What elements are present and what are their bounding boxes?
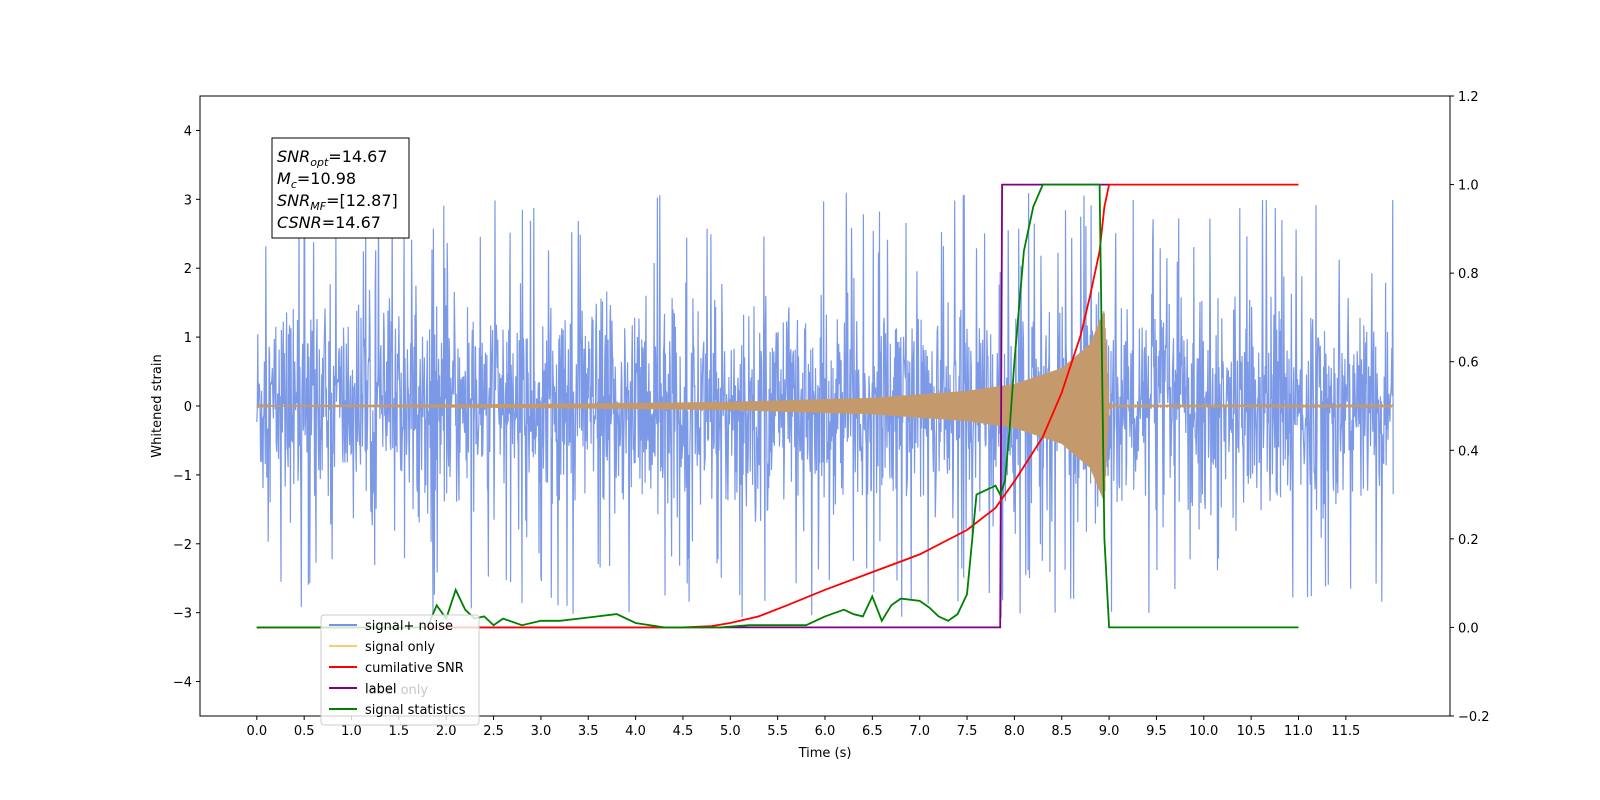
series-layer: [256, 183, 1394, 629]
legend-label: signal+ noise: [365, 619, 453, 634]
y-tick-label: −4: [173, 676, 192, 691]
y-tick-label: −2: [173, 538, 192, 553]
annotation-box: SNRopt=14.67Mc=10.98SNRMF=[12.87]CSNR=14…: [271, 137, 410, 239]
y-tick-label: −3: [173, 607, 192, 622]
y-axis-label: Whitened strain: [150, 354, 165, 457]
x-tick-label: 5.5: [767, 724, 788, 739]
annotation-line: SNRMF=[12.87]: [277, 191, 398, 213]
y-axis-right-ticks: −0.2 0.0 0.2 0.4 0.6 0.8 1.0 1.2: [1450, 90, 1490, 725]
annotation-line: Mc=10.98: [277, 169, 356, 191]
y-tick-label: 2: [184, 262, 192, 277]
x-tick-label: 3.0: [531, 724, 552, 739]
x-tick-label: 9.0: [1099, 724, 1120, 739]
y-tick-label: 3: [184, 193, 192, 208]
x-tick-label: 8.5: [1051, 724, 1072, 739]
series-signal-only: [256, 310, 1394, 503]
x-tick-label: 1.0: [341, 724, 362, 739]
x-axis-label: Time (s): [798, 746, 852, 761]
x-tick-label: 2.5: [483, 724, 504, 739]
y-tick-label: 0: [184, 400, 192, 415]
y2-tick-label: 0.0: [1458, 621, 1479, 636]
y-tick-label: 4: [184, 124, 192, 139]
y2-tick-label: 1.2: [1458, 90, 1479, 105]
y2-tick-label: −0.2: [1458, 710, 1490, 725]
legend-label: label: [365, 682, 396, 697]
legend-hidden-label: label only: [365, 683, 428, 698]
x-tick-label: 10.0: [1189, 724, 1218, 739]
series-signal-statistics: [256, 183, 1299, 629]
legend-label: signal only: [365, 640, 435, 655]
x-tick-label: 7.0: [909, 724, 930, 739]
x-tick-label: 10.5: [1237, 724, 1266, 739]
y-tick-label: −1: [173, 469, 192, 484]
series-cumulative-snr: [256, 183, 1299, 629]
y-tick-label: 1: [184, 331, 192, 346]
x-tick-label: 6.0: [815, 724, 836, 739]
x-axis-ticks: 0.0 0.5 1.0 1.5 2.0 2.5 3.0 3.5 4.0 4.5 5.0 5.5 6.0 6…: [246, 716, 1360, 739]
x-tick-label: 0.0: [246, 724, 267, 739]
y2-tick-label: 0.2: [1458, 533, 1479, 548]
legend-label: cumilative SNR: [365, 661, 464, 676]
y2-tick-label: 0.8: [1458, 267, 1479, 282]
x-tick-label: 11.0: [1284, 724, 1313, 739]
x-tick-label: 6.5: [862, 724, 883, 739]
legend-frame: [320, 614, 480, 726]
x-tick-label: 2.0: [436, 724, 457, 739]
x-tick-label: 5.0: [720, 724, 741, 739]
y2-tick-label: 0.6: [1458, 356, 1479, 371]
x-tick-label: 11.5: [1331, 724, 1360, 739]
x-tick-label: 4.5: [673, 724, 694, 739]
y2-tick-label: 0.4: [1458, 444, 1479, 459]
legend-label: signal statistics: [365, 703, 466, 718]
y2-tick-label: 1.0: [1458, 179, 1479, 194]
x-tick-label: 0.5: [294, 724, 315, 739]
x-tick-label: 9.5: [1146, 724, 1167, 739]
x-tick-label: 1.5: [389, 724, 410, 739]
legend: label only signal+ noise signal only cumil…: [320, 614, 480, 726]
series-signal-noise: [256, 192, 1394, 618]
annotation-line: CSNR=14.67: [277, 213, 381, 232]
x-tick-label: 8.0: [1004, 724, 1025, 739]
x-tick-label: 3.5: [578, 724, 599, 739]
x-tick-label: 4.0: [625, 724, 646, 739]
y-axis-left-ticks: −4 −3 −2 −1 0 1 2 3 4: [173, 124, 200, 691]
x-tick-label: 7.5: [957, 724, 978, 739]
annotation-line: SNRopt=14.67: [277, 147, 388, 169]
